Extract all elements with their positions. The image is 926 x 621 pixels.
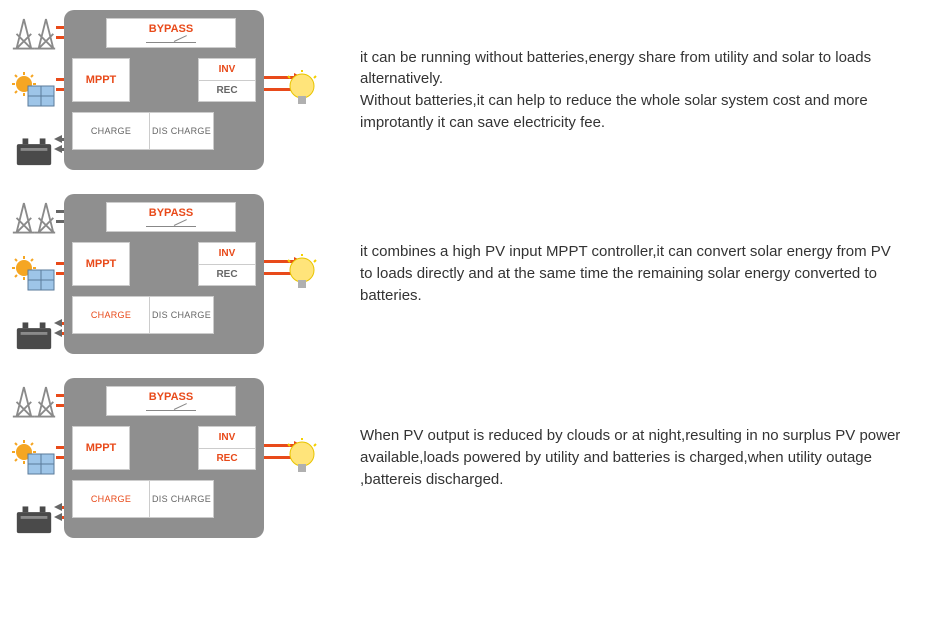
- inv-label: INV: [219, 64, 236, 75]
- mppt-module: MPPT: [72, 426, 130, 470]
- grid-icon: [10, 10, 58, 54]
- bulb-icon: [284, 70, 320, 111]
- grid-icon: [10, 194, 58, 238]
- rec-label: REC: [216, 269, 237, 280]
- battery-icon: [10, 494, 58, 538]
- discharge-label: DIS CHARGE: [152, 495, 211, 504]
- discharge-label: DIS CHARGE: [152, 127, 211, 136]
- bypass-label: BYPASS: [149, 207, 193, 219]
- mode-description: it can be running without batteries,ener…: [340, 47, 906, 134]
- mode-row: BYPASS MPPT INV REC: [10, 378, 906, 538]
- inv-label: INV: [219, 432, 236, 443]
- grid-icon: [10, 378, 58, 422]
- rec-label: REC: [216, 453, 237, 464]
- diagram: BYPASS MPPT INV REC: [10, 378, 340, 538]
- inverter-box: BYPASS MPPT INV REC: [64, 10, 264, 170]
- bypass-label: BYPASS: [149, 23, 193, 35]
- charge-label: CHARGE: [91, 310, 131, 320]
- charge-label: CHARGE: [91, 126, 131, 136]
- bypass-module: BYPASS: [106, 202, 236, 232]
- mode-row: BYPASS MPPT INV REC: [10, 10, 906, 170]
- charge-module: CHARGE: [72, 112, 150, 150]
- discharge-module: DIS CHARGE: [150, 296, 214, 334]
- bypass-module: BYPASS: [106, 386, 236, 416]
- solar-icon: [10, 68, 58, 112]
- rec-label: REC: [216, 85, 237, 96]
- mppt-module: MPPT: [72, 242, 130, 286]
- mode-row: BYPASS MPPT INV REC: [10, 194, 906, 354]
- mode-description: When PV output is reduced by clouds or a…: [340, 425, 906, 490]
- bypass-module: BYPASS: [106, 18, 236, 48]
- inv-rec-module: INV REC: [198, 58, 256, 102]
- charge-label: CHARGE: [91, 494, 131, 504]
- charge-module: CHARGE: [72, 480, 150, 518]
- charge-module: CHARGE: [72, 296, 150, 334]
- discharge-module: DIS CHARGE: [150, 480, 214, 518]
- mppt-module: MPPT: [72, 58, 130, 102]
- bulb-icon: [284, 438, 320, 479]
- bulb-icon: [284, 254, 320, 295]
- mppt-label: MPPT: [86, 442, 117, 454]
- inverter-box: BYPASS MPPT INV REC: [64, 194, 264, 354]
- inv-rec-module: INV REC: [198, 242, 256, 286]
- solar-icon: [10, 436, 58, 480]
- diagram: BYPASS MPPT INV REC: [10, 194, 340, 354]
- mppt-label: MPPT: [86, 74, 117, 86]
- solar-icon: [10, 252, 58, 296]
- battery-icon: [10, 126, 58, 170]
- inv-rec-module: INV REC: [198, 426, 256, 470]
- battery-icon: [10, 310, 58, 354]
- inv-label: INV: [219, 248, 236, 259]
- bypass-label: BYPASS: [149, 391, 193, 403]
- discharge-module: DIS CHARGE: [150, 112, 214, 150]
- mode-description: it combines a high PV input MPPT control…: [340, 241, 906, 306]
- discharge-label: DIS CHARGE: [152, 311, 211, 320]
- mppt-label: MPPT: [86, 258, 117, 270]
- diagram: BYPASS MPPT INV REC: [10, 10, 340, 170]
- inverter-box: BYPASS MPPT INV REC: [64, 378, 264, 538]
